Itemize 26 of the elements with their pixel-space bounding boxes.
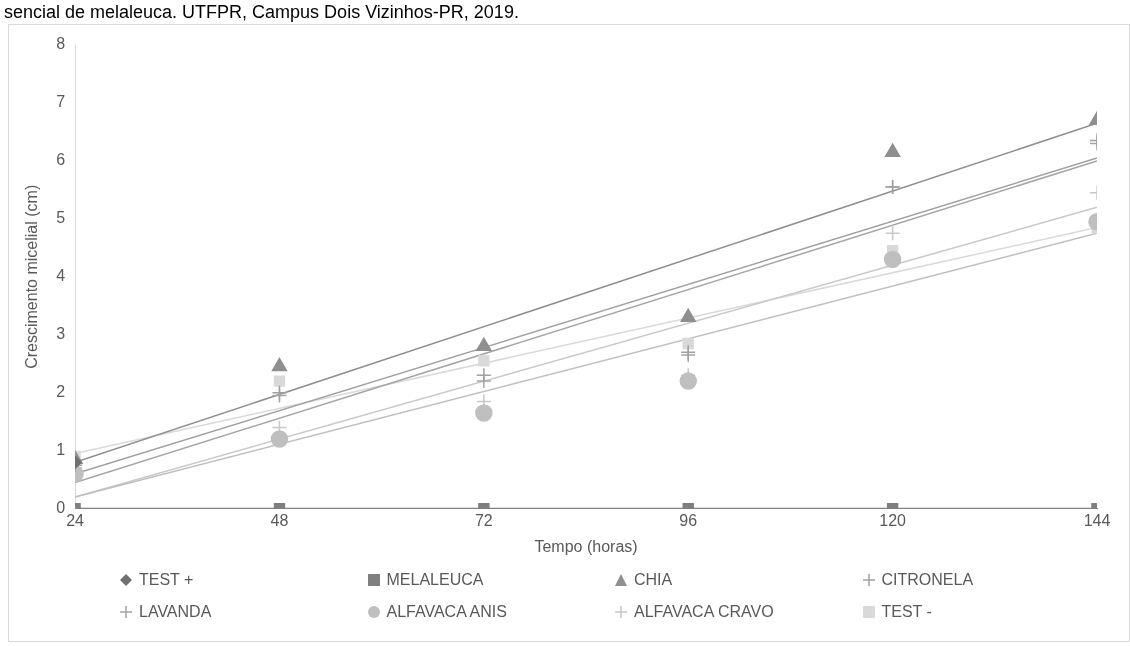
y-tick-label: 5 [56, 209, 66, 227]
x-tick-label: 72 [474, 511, 493, 529]
y-tick-label: 8 [56, 35, 66, 53]
x-tick-label: 144 [1083, 511, 1111, 529]
legend-label: LAVANDA [139, 603, 212, 621]
y-tick-label: 7 [56, 93, 66, 111]
y-tick-label: 6 [56, 151, 66, 169]
legend-label: CITRONELA [881, 571, 974, 589]
x-tick-label: 96 [679, 511, 698, 529]
y-axis-title: Crescimento micelial (cm) [23, 184, 41, 369]
x-axis-title: Tempo (horas) [534, 537, 638, 555]
y-tick-label: 1 [56, 441, 66, 459]
legend-label: TEST - [881, 603, 932, 621]
y-tick-label: 0 [56, 499, 66, 517]
x-tick-label: 24 [66, 511, 85, 529]
y-tick-label: 4 [56, 267, 66, 285]
x-tick-label: 120 [879, 511, 907, 529]
x-tick-label: 48 [270, 511, 289, 529]
y-tick-label: 2 [56, 383, 66, 401]
text: sencial de melaleuca. UTFPR, Campus Dois Vizinhos-PR, 2019. [3, 1, 520, 24]
y-tick-label: 3 [56, 325, 66, 343]
legend-label: ALFAVACA ANIS [386, 603, 507, 621]
legend-label: TEST + [139, 571, 194, 589]
legend-label: CHIA [634, 571, 673, 589]
legend-label: MELALEUCA [386, 571, 484, 589]
legend-label: ALFAVACA CRAVO [634, 603, 774, 621]
